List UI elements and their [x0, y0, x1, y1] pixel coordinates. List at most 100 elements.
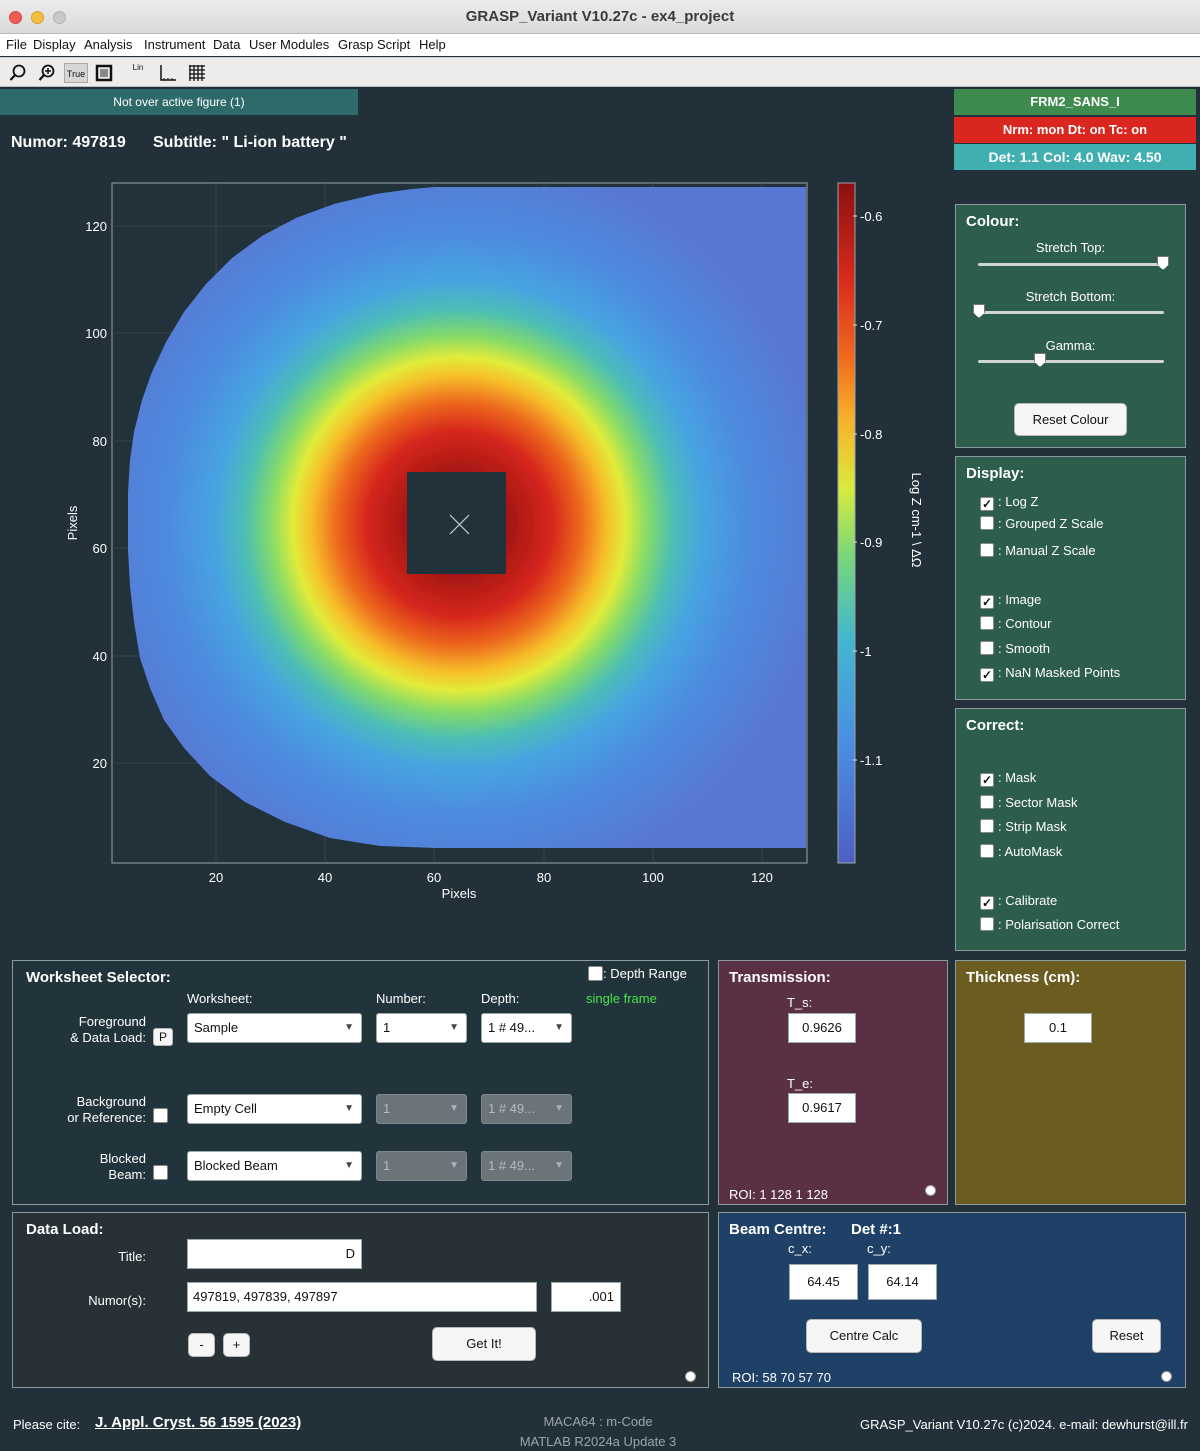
background-depth-dropdown[interactable]: 1 # 49... ▼ — [481, 1094, 572, 1124]
chevron-down-icon: ▼ — [449, 1022, 459, 1033]
dropdown-value: Blocked Beam — [194, 1158, 278, 1173]
checkbox-box[interactable]: ✓ — [980, 595, 994, 609]
checkbox-box[interactable] — [980, 616, 994, 630]
step-input[interactable]: .001 — [551, 1282, 621, 1312]
checkbox-box[interactable]: ✓ — [980, 896, 994, 910]
blocked-beam-number-dropdown[interactable]: 1 ▼ — [376, 1151, 467, 1181]
blocked-beam-worksheet-dropdown[interactable]: Blocked Beam ▼ — [187, 1151, 362, 1181]
beam-centre-radio[interactable] — [1161, 1371, 1172, 1382]
reset-beam-centre-button[interactable]: Reset — [1092, 1319, 1161, 1353]
background-number-dropdown[interactable]: 1 ▼ — [376, 1094, 467, 1124]
dropdown-value: 1 — [383, 1158, 391, 1173]
sector-mask-checkbox[interactable]: : Sector Mask — [980, 795, 1077, 810]
contour-checkbox[interactable]: : Contour — [980, 616, 1051, 631]
gamma-thumb[interactable] — [1034, 353, 1046, 367]
minimize-window-button[interactable] — [31, 11, 44, 24]
lin-log-icon[interactable]: Lin — [128, 63, 148, 83]
decrement-button[interactable]: - — [188, 1333, 215, 1357]
chevron-down-icon: ▼ — [449, 1160, 459, 1171]
stretch-top-thumb[interactable] — [1157, 256, 1169, 270]
cy-input[interactable]: 64.14 — [868, 1264, 937, 1300]
ts-input[interactable]: 0.9626 — [788, 1013, 856, 1043]
transmission-radio[interactable] — [925, 1185, 936, 1196]
automask-checkbox[interactable]: : AutoMask — [980, 844, 1062, 859]
chevron-down-icon: ▼ — [449, 1103, 459, 1114]
axes-icon[interactable] — [158, 63, 178, 83]
checkbox-box[interactable] — [980, 819, 994, 833]
zoom-in-icon[interactable] — [37, 63, 57, 83]
checkbox-box[interactable]: ✓ — [980, 497, 994, 511]
checkbox-label: : Contour — [998, 616, 1052, 631]
instrument-name[interactable]: FRM2_SANS_I — [954, 89, 1196, 115]
dropdown-value: 1 # 49... — [488, 1158, 535, 1173]
blocked-beam-depth-dropdown[interactable]: 1 # 49... ▼ — [481, 1151, 572, 1181]
citation-link[interactable]: J. Appl. Cryst. 56 1595 (2023) — [95, 1414, 302, 1431]
stretch-bottom-thumb[interactable] — [973, 304, 985, 318]
cx-input[interactable]: 64.45 — [789, 1264, 858, 1300]
polarisation-correct-checkbox[interactable]: : Polarisation Correct — [980, 917, 1119, 932]
true-scale-icon[interactable]: True — [64, 63, 88, 83]
thickness-panel: Thickness (cm): 0.1 — [955, 960, 1186, 1205]
smooth-checkbox[interactable]: : Smooth — [980, 641, 1050, 656]
checkbox-box[interactable]: ✓ — [980, 773, 994, 787]
colorbar-tick-label: -1.1 — [860, 753, 882, 768]
background-checkbox[interactable] — [153, 1108, 168, 1123]
beamstop-mask — [407, 472, 506, 574]
detector-image-svg[interactable]: 120 100 80 60 40 20 20 40 60 80 100 120 … — [0, 170, 940, 910]
frame-icon[interactable] — [94, 63, 114, 83]
stretch-top-slider[interactable] — [978, 263, 1164, 266]
menu-user-modules[interactable]: User Modules — [249, 37, 330, 52]
nan-masked-points-checkbox[interactable]: ✓: NaN Masked Points — [980, 665, 1120, 682]
x-tick-label: 80 — [537, 870, 551, 885]
checkbox-label: : Mask — [998, 770, 1037, 785]
stretch-bottom-slider[interactable] — [978, 311, 1164, 314]
increment-button[interactable]: + — [223, 1333, 250, 1357]
checkbox-box[interactable] — [980, 917, 994, 931]
mask-checkbox[interactable]: ✓ : Mask — [980, 770, 1036, 787]
menu-instrument[interactable]: Instrument — [144, 37, 206, 52]
foreground-number-dropdown[interactable]: 1 ▼ — [376, 1013, 467, 1043]
checkbox-box[interactable] — [980, 543, 994, 557]
checkbox-box[interactable] — [980, 516, 994, 530]
image-checkbox[interactable]: ✓: Image — [980, 592, 1041, 609]
menu-display[interactable]: Display — [33, 37, 76, 52]
log-z-checkbox[interactable]: ✓: Log Z — [980, 494, 1038, 511]
manual-z-scale-checkbox[interactable]: : Manual Z Scale — [980, 543, 1096, 558]
depth-range-checkbox[interactable] — [588, 966, 603, 981]
centre-calc-button[interactable]: Centre Calc — [806, 1319, 922, 1353]
data-load-radio[interactable] — [685, 1371, 696, 1382]
maximize-window-button[interactable] — [53, 11, 66, 24]
grid-icon[interactable] — [187, 63, 207, 83]
grouped-z-scale-checkbox[interactable]: : Grouped Z Scale — [980, 516, 1104, 531]
menu-data[interactable]: Data — [213, 37, 241, 52]
gamma-slider[interactable] — [978, 360, 1164, 363]
magnifier-icon[interactable] — [8, 63, 28, 83]
checkbox-box[interactable] — [980, 641, 994, 655]
detector-image-plot[interactable]: 120 100 80 60 40 20 20 40 60 80 100 120 … — [0, 170, 940, 910]
close-window-button[interactable] — [9, 11, 22, 24]
get-it-button[interactable]: Get It! — [432, 1327, 536, 1361]
menu-file[interactable]: File — [6, 37, 27, 52]
title-input[interactable]: D — [187, 1239, 362, 1269]
y-axis-label: Pixels — [65, 505, 80, 540]
reset-colour-button[interactable]: Reset Colour — [1014, 403, 1127, 436]
beam-centre-title: Beam Centre: — [729, 1221, 827, 1238]
menu-help[interactable]: Help — [419, 37, 446, 52]
foreground-worksheet-dropdown[interactable]: Sample ▼ — [187, 1013, 362, 1043]
strip-mask-checkbox[interactable]: : Strip Mask — [980, 819, 1067, 834]
checkbox-box[interactable] — [980, 844, 994, 858]
checkbox-box[interactable] — [980, 795, 994, 809]
blocked-beam-checkbox[interactable] — [153, 1165, 168, 1180]
worksheet-selector-panel: Worksheet Selector: : Depth Range Worksh… — [12, 960, 709, 1205]
numors-input[interactable]: 497819, 497839, 497897 — [187, 1282, 537, 1312]
checkbox-box[interactable]: ✓ — [980, 668, 994, 682]
menu-grasp-script[interactable]: Grasp Script — [338, 37, 411, 52]
thickness-input[interactable]: 0.1 — [1024, 1013, 1092, 1043]
te-input[interactable]: 0.9617 — [788, 1093, 856, 1123]
blocked-beam-label-line-2: Beam: — [108, 1167, 146, 1182]
background-worksheet-dropdown[interactable]: Empty Cell ▼ — [187, 1094, 362, 1124]
p-button[interactable]: P — [153, 1028, 173, 1046]
menu-analysis[interactable]: Analysis — [84, 37, 133, 52]
foreground-depth-dropdown[interactable]: 1 # 49... ▼ — [481, 1013, 572, 1043]
calibrate-checkbox[interactable]: ✓: Calibrate — [980, 893, 1057, 910]
